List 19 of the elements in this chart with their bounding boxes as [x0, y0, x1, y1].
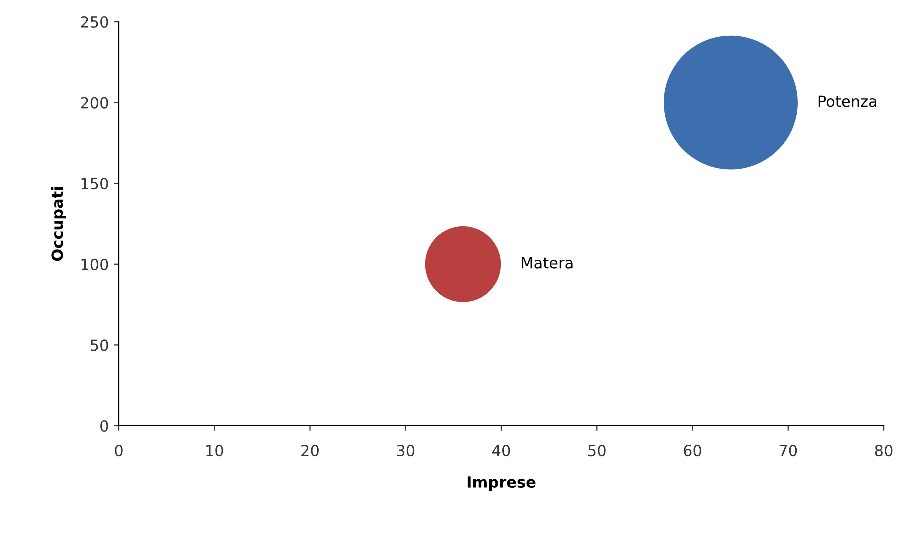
x-tick-label: 40	[492, 445, 510, 457]
y-tick-label: 100	[82, 258, 108, 270]
y-tick-label: 50	[91, 340, 108, 352]
x-tick-label: 10	[206, 445, 224, 457]
x-tick-label: 80	[875, 445, 893, 457]
x-tick-label: 60	[684, 445, 702, 457]
y-tick-label: 150	[82, 178, 108, 190]
x-tick-label: 50	[588, 445, 606, 457]
x-tick-label: 0	[115, 445, 123, 457]
x-tick-label: 70	[780, 445, 798, 457]
x-tick-label: 20	[302, 445, 319, 457]
y-tick-label: 250	[81, 16, 108, 28]
series-label: Matera	[522, 257, 573, 269]
series-label: Potenza	[818, 96, 876, 108]
x-axis-title: Imprese	[468, 476, 536, 491]
x-tick-label: 30	[397, 445, 415, 457]
y-tick-label: 0	[100, 420, 108, 432]
y-tick-label: 200	[81, 97, 108, 109]
y-axis-title: Occupati	[51, 187, 66, 262]
